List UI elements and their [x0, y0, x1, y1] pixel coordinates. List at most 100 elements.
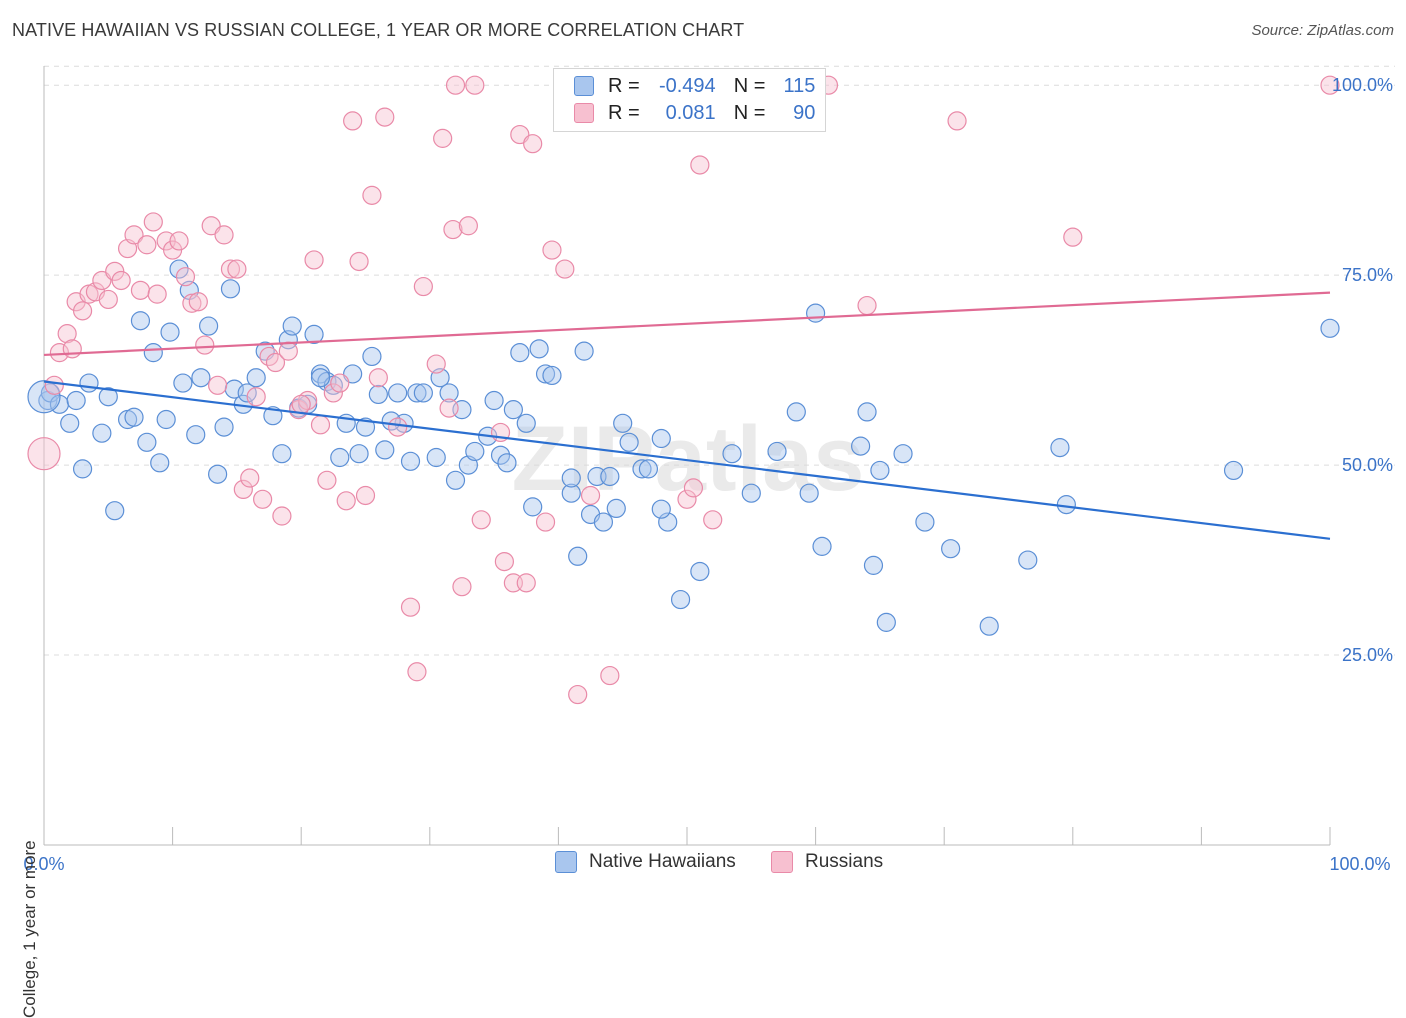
- blue-swatch-icon: [574, 76, 594, 96]
- data-point: [494, 551, 514, 572]
- chart-title: NATIVE HAWAIIAN VS RUSSIAN COLLEGE, 1 YE…: [12, 20, 745, 40]
- data-point: [1056, 495, 1076, 515]
- data-point: [863, 555, 884, 575]
- data-point: [233, 479, 253, 500]
- legend-label: Native Hawaiians: [589, 851, 736, 872]
- data-point: [27, 437, 61, 471]
- data-point: [323, 383, 343, 403]
- data-point: [220, 259, 241, 279]
- data-point: [27, 380, 61, 414]
- data-point: [490, 445, 511, 465]
- data-point: [375, 440, 395, 460]
- data-point: [876, 612, 896, 632]
- data-point: [870, 460, 890, 481]
- legend-row-pink: R = 0.081 N = 90: [574, 100, 815, 126]
- data-point: [310, 415, 331, 435]
- data-point: [484, 390, 504, 411]
- data-point: [767, 441, 787, 462]
- data-point: [851, 436, 871, 456]
- data-point: [92, 423, 112, 443]
- n-label: N =: [733, 101, 766, 124]
- data-point: [941, 539, 961, 559]
- data-point: [62, 339, 82, 359]
- data-point: [143, 212, 163, 232]
- data-point: [317, 470, 337, 490]
- trend-lines: [43, 291, 1331, 540]
- data-point: [169, 231, 189, 251]
- r-value: -0.494: [658, 74, 716, 97]
- data-point: [105, 501, 125, 521]
- data-point: [857, 402, 877, 422]
- data-point: [670, 589, 691, 610]
- r-label: R =: [608, 74, 640, 97]
- data-point: [568, 546, 588, 566]
- y-axis-label: College, 1 year or more: [20, 840, 39, 1018]
- data-point: [147, 284, 167, 304]
- data-point: [600, 466, 620, 487]
- data-point: [606, 498, 626, 519]
- data-point: [452, 577, 472, 597]
- y-tick-label: 25.0%: [1342, 645, 1393, 665]
- data-point: [561, 483, 581, 503]
- data-point: [188, 292, 208, 312]
- data-point: [199, 316, 219, 336]
- data-point: [44, 375, 64, 395]
- data-point: [375, 107, 395, 127]
- data-point: [1018, 550, 1038, 570]
- data-point: [355, 417, 376, 437]
- data-point: [497, 453, 517, 473]
- r-value: 0.081: [665, 101, 716, 124]
- data-point: [516, 413, 536, 433]
- data-point: [690, 561, 710, 582]
- data-point: [568, 684, 588, 705]
- data-point: [150, 453, 170, 473]
- x-tick-label: 0.0%: [23, 854, 64, 874]
- data-point: [400, 597, 421, 617]
- data-point: [542, 365, 562, 386]
- data-point: [1063, 227, 1083, 247]
- data-point: [182, 293, 202, 313]
- data-point: [291, 394, 311, 414]
- data-point: [220, 279, 241, 299]
- data-point: [72, 301, 93, 321]
- data-point: [535, 364, 556, 384]
- n-label: N =: [733, 74, 766, 97]
- data-point: [336, 491, 356, 511]
- data-point: [893, 444, 913, 464]
- stats-legend: R = -0.494 N = 115 R = 0.081 N = 90: [553, 68, 826, 132]
- data-point: [388, 417, 408, 437]
- data-point: [503, 400, 523, 420]
- data-point: [915, 512, 935, 532]
- data-point: [426, 447, 446, 468]
- data-point: [66, 390, 86, 411]
- data-point: [330, 373, 350, 393]
- data-point: [263, 406, 283, 426]
- data-point: [304, 324, 324, 345]
- data-point: [265, 352, 286, 373]
- data-point: [445, 75, 466, 95]
- trend-line-native-hawaiians: [43, 380, 1331, 540]
- data-point: [638, 459, 659, 479]
- data-point: [857, 295, 877, 316]
- data-point: [388, 383, 408, 403]
- data-point: [214, 417, 234, 437]
- data-point: [72, 459, 93, 479]
- data-point: [343, 111, 363, 131]
- source-label: Source: ZipAtlas.com: [1251, 22, 1394, 39]
- data-point: [124, 407, 144, 427]
- data-point: [310, 368, 331, 388]
- data-point: [246, 368, 266, 388]
- data-point: [613, 413, 633, 433]
- data-point: [111, 270, 131, 291]
- data-point: [510, 343, 530, 363]
- data-point: [1320, 318, 1340, 338]
- data-point: [1050, 438, 1070, 458]
- data-point: [426, 354, 446, 374]
- data-point: [703, 510, 723, 530]
- y-tick-label: 75.0%: [1342, 265, 1393, 285]
- data-point: [439, 383, 459, 403]
- data-point: [741, 483, 761, 503]
- data-point: [413, 383, 433, 403]
- data-point: [272, 444, 292, 464]
- data-point: [368, 368, 388, 388]
